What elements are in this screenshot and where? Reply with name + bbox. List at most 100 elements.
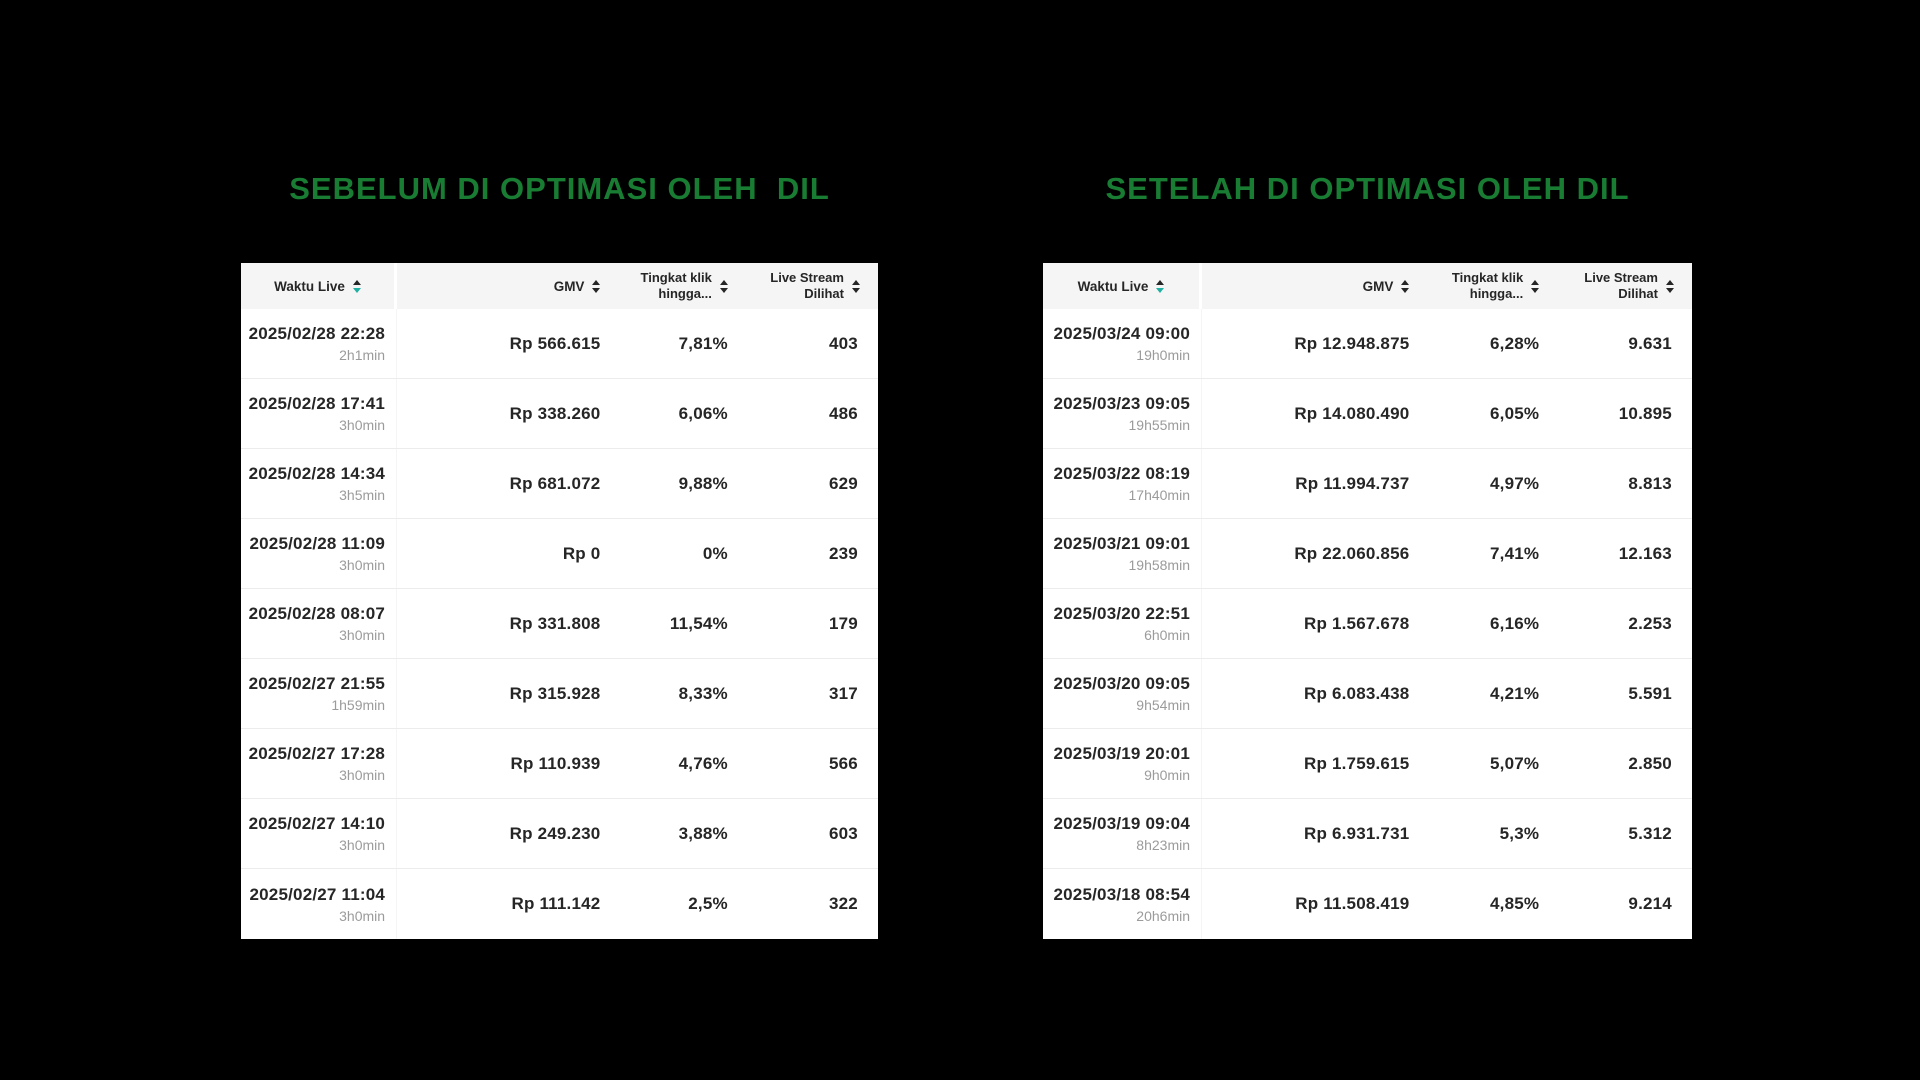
live-session-row[interactable]: 2025/03/24 09:00 19h0min Rp 12.948.875 6… [1043, 309, 1692, 379]
sort-icon[interactable] [1665, 279, 1674, 293]
click-rate-value: 4,21% [1490, 683, 1540, 703]
gmv-value: Rp 566.615 [509, 333, 601, 353]
live-session-row[interactable]: 2025/02/27 11:04 3h0min Rp 111.142 2,5% … [241, 869, 878, 939]
live-session-row[interactable]: 2025/03/19 09:04 8h23min Rp 6.931.731 5,… [1043, 799, 1692, 869]
live-start-datetime: 2025/02/28 14:34 [248, 464, 386, 483]
click-rate-value: 7,41% [1490, 543, 1540, 563]
column-header-livestream-views[interactable]: Live Stream Dilihat [1549, 263, 1692, 309]
livestream-views-value: 5.591 [1628, 683, 1672, 703]
waktu-live-cell: 2025/03/21 09:01 19h58min [1043, 519, 1202, 588]
gmv-value: Rp 11.994.737 [1295, 473, 1410, 493]
column-label-waktu-live: Waktu Live [274, 278, 345, 294]
live-session-row[interactable]: 2025/03/18 08:54 20h6min Rp 11.508.419 4… [1043, 869, 1692, 939]
column-header-livestream-views[interactable]: Live Stream Dilihat [738, 263, 878, 309]
live-session-row[interactable]: 2025/03/20 09:05 9h54min Rp 6.083.438 4,… [1043, 659, 1692, 729]
column-header-gmv[interactable]: GMV [1202, 263, 1419, 309]
live-session-row[interactable]: 2025/03/20 22:51 6h0min Rp 1.567.678 6,1… [1043, 589, 1692, 659]
live-session-row[interactable]: 2025/03/22 08:19 17h40min Rp 11.994.737 … [1043, 449, 1692, 519]
livestream-views-value: 12.163 [1618, 543, 1672, 563]
live-session-row[interactable]: 2025/02/28 11:09 3h0min Rp 0 0% 239 [241, 519, 878, 589]
livestream-views-value: 5.312 [1628, 823, 1672, 843]
sort-icon[interactable] [592, 279, 601, 293]
click-rate-value: 5,07% [1490, 753, 1540, 773]
column-label-line: Dilihat [1618, 286, 1658, 301]
live-start-datetime: 2025/02/28 22:28 [248, 324, 386, 343]
column-header-click-rate[interactable]: Tingkat klik hingga... [610, 263, 737, 309]
column-header-waktu-live[interactable]: Waktu Live [1043, 263, 1202, 309]
column-header-waktu-live[interactable]: Waktu Live [241, 263, 398, 309]
live-session-row[interactable]: 2025/02/27 17:28 3h0min Rp 110.939 4,76%… [241, 729, 878, 799]
gmv-value: Rp 681.072 [509, 473, 601, 493]
gmv-value: Rp 0 [562, 543, 601, 563]
live-session-row[interactable]: 2025/02/28 14:34 3h5min Rp 681.072 9,88%… [241, 449, 878, 519]
before-title: SEBELUM DI OPTIMASI OLEH DIL [289, 171, 830, 206]
live-duration: 17h40min [1128, 487, 1191, 503]
gmv-value: Rp 111.142 [511, 894, 601, 913]
live-session-row[interactable]: 2025/02/27 21:55 1h59min Rp 315.928 8,33… [241, 659, 878, 729]
column-label-line: Tingkat klik [640, 270, 712, 286]
live-session-row[interactable]: 2025/02/27 14:10 3h0min Rp 249.230 3,88%… [241, 799, 878, 869]
click-rate-value: 5,3% [1499, 823, 1540, 843]
click-rate-value: 11,54% [669, 613, 728, 633]
column-label-waktu-live: Waktu Live [1077, 278, 1149, 294]
sort-icon[interactable] [719, 279, 728, 293]
live-duration: 3h5min [339, 487, 386, 503]
livestream-views-value: 2.850 [1628, 753, 1672, 773]
live-duration: 3h0min [339, 907, 386, 924]
waktu-live-cell: 2025/03/20 22:51 6h0min [1043, 589, 1202, 658]
sort-icon[interactable] [1531, 279, 1540, 293]
live-session-row[interactable]: 2025/03/21 09:01 19h58min Rp 22.060.856 … [1043, 519, 1692, 589]
column-header-gmv[interactable]: GMV [397, 263, 610, 309]
live-start-datetime: 2025/02/28 08:07 [248, 604, 386, 623]
live-start-datetime: 2025/02/27 17:28 [248, 744, 386, 763]
live-start-datetime: 2025/03/19 09:04 [1053, 814, 1190, 833]
sort-icon[interactable] [352, 279, 361, 293]
column-header-click-rate[interactable]: Tingkat klik hingga... [1419, 263, 1549, 309]
live-start-datetime: 2025/02/28 17:41 [248, 394, 386, 413]
livestream-views-value: 179 [829, 613, 858, 633]
column-label-click-rate: Tingkat klik hingga... [641, 270, 712, 302]
live-session-row[interactable]: 2025/02/28 17:41 3h0min Rp 338.260 6,06%… [241, 379, 878, 449]
click-rate-value: 3,88% [678, 823, 728, 843]
live-session-row[interactable]: 2025/03/19 20:01 9h0min Rp 1.759.615 5,0… [1043, 729, 1692, 799]
sort-icon[interactable] [1401, 279, 1410, 293]
gmv-value: Rp 6.931.731 [1303, 823, 1410, 843]
live-duration: 9h54min [1136, 697, 1190, 713]
waktu-live-cell: 2025/02/27 17:28 3h0min [241, 729, 398, 798]
gmv-value: Rp 22.060.856 [1294, 543, 1410, 563]
click-rate-value: 4,76% [678, 753, 728, 773]
livestream-views-value: 10.895 [1618, 403, 1672, 423]
livestream-views-value: 317 [829, 683, 858, 703]
live-start-datetime: 2025/02/27 11:04 [249, 884, 386, 904]
live-duration: 3h0min [339, 627, 386, 643]
waktu-live-cell: 2025/03/19 09:04 8h23min [1043, 799, 1202, 868]
live-duration: 3h0min [339, 557, 386, 573]
gmv-value: Rp 12.948.875 [1294, 333, 1410, 353]
after-title: SETELAH DI OPTIMASI OLEH DIL [1105, 171, 1630, 206]
sort-icon[interactable] [1156, 279, 1165, 293]
click-rate-value: 6,05% [1490, 403, 1540, 423]
gmv-value: Rp 6.083.438 [1303, 683, 1410, 703]
after-live-table: Waktu Live GMV Tingkat klik hingga... [1043, 263, 1692, 939]
live-start-datetime: 2025/02/28 11:09 [249, 534, 386, 553]
click-rate-value: 0% [702, 543, 728, 563]
sort-icon[interactable] [851, 279, 860, 293]
waktu-live-cell: 2025/02/27 21:55 1h59min [241, 659, 398, 728]
gmv-value: Rp 331.808 [509, 613, 601, 633]
live-session-row[interactable]: 2025/03/23 09:05 19h55min Rp 14.080.490 … [1043, 379, 1692, 449]
live-session-row[interactable]: 2025/02/28 08:07 3h0min Rp 331.808 11,54… [241, 589, 878, 659]
column-label-livestream-views: Live Stream Dilihat [770, 270, 844, 302]
live-duration: 2h1min [339, 347, 386, 363]
column-label-line: Live Stream [1584, 270, 1658, 286]
livestream-views-value: 322 [829, 894, 858, 913]
live-start-datetime: 2025/03/22 08:19 [1053, 464, 1190, 483]
livestream-views-value: 8.813 [1628, 473, 1672, 493]
livestream-views-value: 239 [829, 543, 858, 563]
column-label-line: Live Stream [770, 270, 844, 286]
live-duration: 6h0min [1144, 627, 1190, 643]
livestream-views-value: 2.253 [1628, 613, 1672, 633]
live-start-datetime: 2025/03/24 09:00 [1053, 324, 1190, 343]
click-rate-value: 6,06% [678, 403, 728, 423]
live-session-row[interactable]: 2025/02/28 22:28 2h1min Rp 566.615 7,81%… [241, 309, 878, 379]
